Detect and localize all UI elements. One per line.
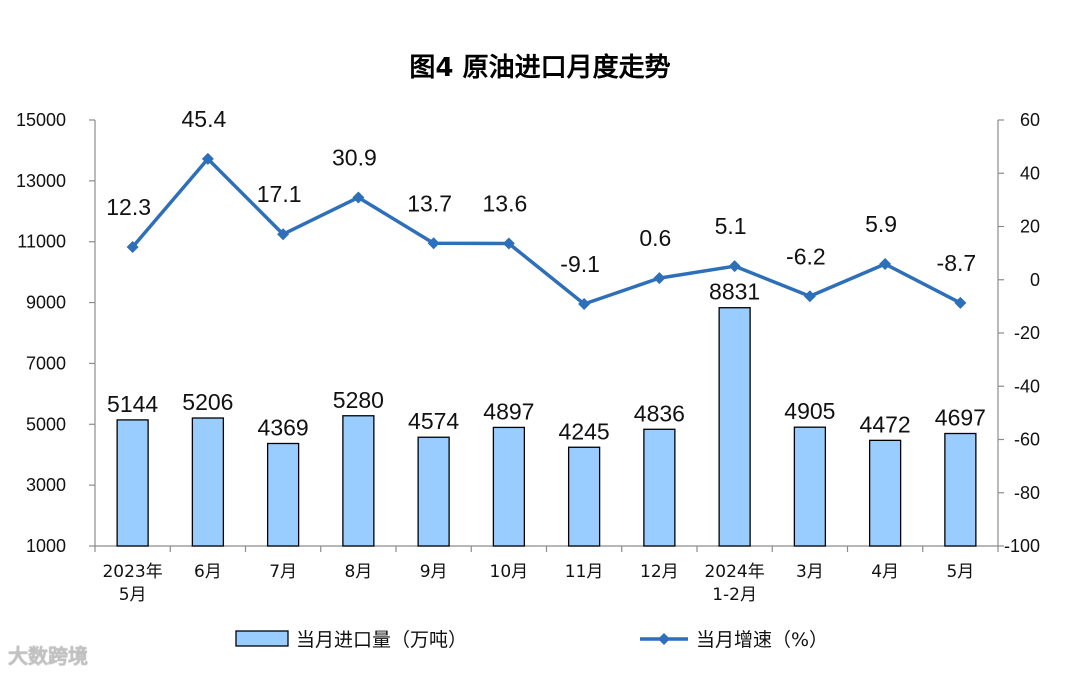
growth-value-label: 5.1 (715, 213, 747, 239)
growth-point (954, 296, 967, 309)
bar-value-label: 4245 (559, 418, 610, 444)
bar (116, 419, 149, 547)
bar (266, 442, 300, 547)
growth-value-label: 0.6 (639, 225, 671, 251)
growth-value-label: 17.1 (257, 181, 302, 207)
growth-point (201, 152, 214, 165)
bar (342, 415, 375, 547)
y-right-tick-label: -80 (1014, 483, 1040, 503)
bar (868, 439, 902, 547)
bar (191, 417, 225, 547)
growth-value-label: 30.9 (332, 144, 377, 170)
y-left-tick-label: 1000 (26, 536, 66, 556)
y-right-tick-label: 60 (1020, 110, 1040, 130)
legend-line-label: 当月增速（%） (696, 629, 828, 651)
growth-value-label: 5.9 (865, 211, 897, 237)
bar-value-label: 4897 (483, 398, 534, 424)
y-left-tick-label: 5000 (26, 414, 66, 434)
growth-point (126, 241, 139, 254)
y-left-tick-label: 7000 (26, 353, 66, 373)
y-left-tick-label: 11000 (17, 232, 66, 252)
y-left-tick-label: 13000 (16, 171, 66, 191)
legend-bar-label: 当月进口量（万吨） (296, 629, 467, 651)
y-right-tick-label: 40 (1020, 163, 1040, 183)
growth-point (352, 191, 365, 204)
x-tick-label: 6月 (194, 562, 222, 582)
growth-value-label: -8.7 (937, 250, 977, 276)
bar-value-label: 4836 (634, 400, 685, 426)
y-right-tick-label: -40 (1014, 376, 1040, 396)
x-tick-label: 7月 (269, 562, 297, 582)
y-left-tick-label: 3000 (26, 475, 66, 495)
x-tick-label: 8月 (344, 562, 372, 582)
legend-bar-swatch (235, 630, 289, 647)
bar (492, 426, 526, 547)
growth-polyline (131, 157, 962, 306)
growth-point (427, 237, 440, 250)
y-right-tick-label: -20 (1014, 323, 1040, 343)
x-tick-label: 3月 (796, 562, 824, 582)
x-tick-label: 11月 (565, 562, 604, 582)
bar (718, 307, 751, 547)
chart-title: 图4 原油进口月度走势 (409, 52, 670, 83)
growth-point (879, 258, 892, 271)
bar (793, 426, 827, 547)
growth-value-label: 12.3 (106, 194, 151, 220)
growth-point (578, 297, 591, 310)
bar-value-label: 5280 (333, 387, 384, 413)
growth-point (728, 260, 741, 273)
x-tick-label: 5月 (119, 585, 147, 605)
y-right-tick-label: -100 (1004, 536, 1040, 556)
growth-point (502, 237, 515, 250)
bar-value-label: 4472 (860, 411, 911, 437)
x-tick-label: 2023年 (102, 562, 162, 582)
y-right-tick-label: 20 (1020, 217, 1040, 237)
bar-value-label: 5206 (182, 389, 233, 415)
x-tick-label: 4月 (871, 562, 899, 582)
growth-value-label: 13.7 (407, 190, 452, 216)
data-labels: 5144 5206 4369 5280 4574 4897 4245 4836 8831 4905… (106, 106, 986, 444)
bar-value-label: 8831 (709, 279, 760, 305)
growth-value-label: -9.1 (560, 251, 600, 277)
y-right-tick-label: -60 (1014, 430, 1040, 450)
axes: 1000 3000 5000 7000 9000 11000 13000 15000 -100 -… (16, 110, 1040, 605)
growth-line (126, 152, 967, 310)
bar-value-label: 4369 (258, 414, 309, 440)
y-left-tick-label: 15000 (16, 110, 66, 130)
x-tick-label: 1-2月 (712, 585, 757, 605)
x-tick-label: 5月 (946, 562, 974, 582)
x-tick-label: 9月 (420, 562, 448, 582)
growth-point (803, 290, 816, 303)
bar (417, 436, 450, 547)
y-left-tick-label: 9000 (26, 293, 66, 313)
bar (643, 428, 676, 547)
growth-value-label: 45.4 (181, 106, 226, 132)
bar-value-label: 4905 (784, 398, 835, 424)
legend: 当月进口量（万吨） 当月增速（%） (235, 629, 828, 651)
x-tick-label: 10月 (490, 562, 529, 582)
x-tick-label: 12月 (640, 562, 679, 582)
bar-value-label: 4574 (408, 408, 459, 434)
bar-value-label: 4697 (935, 405, 986, 431)
growth-point (277, 228, 290, 241)
y-right-tick-label: 0 (1030, 270, 1040, 290)
legend-line-marker (658, 633, 670, 645)
watermark: 大数跨境 (8, 644, 88, 668)
bar-value-label: 5144 (107, 391, 158, 417)
bar (944, 432, 977, 547)
growth-value-label: 13.6 (482, 191, 527, 217)
bar (567, 446, 601, 547)
x-tick-label: 2024年 (704, 562, 764, 582)
bars (116, 307, 977, 547)
growth-value-label: -6.2 (786, 243, 826, 269)
growth-point (653, 272, 666, 285)
